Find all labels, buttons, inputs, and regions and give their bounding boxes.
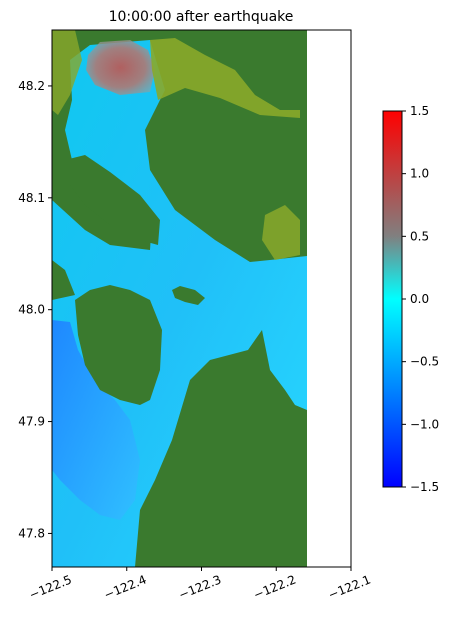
y-tick-label: 48.0 — [18, 303, 45, 317]
y-tick-label: 47.8 — [18, 526, 45, 540]
colorbar-tick-label: −1.0 — [410, 417, 439, 431]
land-small-island — [172, 286, 205, 305]
colorbar-tick-label: −1.5 — [410, 480, 439, 494]
y-tick-label: 47.9 — [18, 415, 45, 429]
colorbar-gradient — [382, 110, 403, 488]
colorbar-tick-label: 1.5 — [410, 104, 429, 118]
x-tick-label: −122.3 — [177, 572, 223, 602]
plot-area — [52, 30, 307, 567]
x-tick-label: −122.1 — [326, 572, 372, 602]
x-axis: −122.5 −122.4 −122.3 −122.2 −122.1 — [27, 567, 373, 602]
shore-northwest — [52, 30, 82, 115]
colorbar-tick-label: 1.0 — [410, 167, 429, 181]
colorbar: −1.5 −1.0 −0.5 0.0 0.5 1.0 1.5 — [382, 104, 439, 494]
y-tick-label: 48.1 — [18, 191, 45, 205]
water-southwest-bay — [52, 320, 140, 520]
x-tick-label: −122.2 — [252, 572, 298, 602]
shore-east — [262, 205, 300, 260]
y-axis: 47.8 47.9 48.0 48.1 48.2 — [18, 79, 52, 540]
anomaly-positive-region — [86, 40, 155, 95]
chart-title: 10:00:00 after earthquake — [109, 9, 294, 25]
colorbar-ticks: −1.5 −1.0 −0.5 0.0 0.5 1.0 1.5 — [402, 104, 439, 494]
x-tick-label: −122.4 — [102, 572, 148, 602]
y-tick-label: 48.2 — [18, 79, 45, 93]
land-west-ridge — [65, 155, 160, 245]
land-central-peninsula — [75, 285, 162, 405]
colorbar-tick-label: 0.5 — [410, 229, 429, 243]
x-tick-label: −122.5 — [27, 572, 73, 602]
colorbar-tick-label: −0.5 — [410, 355, 439, 369]
shore-north — [150, 38, 300, 118]
colorbar-tick-label: 0.0 — [410, 292, 429, 306]
